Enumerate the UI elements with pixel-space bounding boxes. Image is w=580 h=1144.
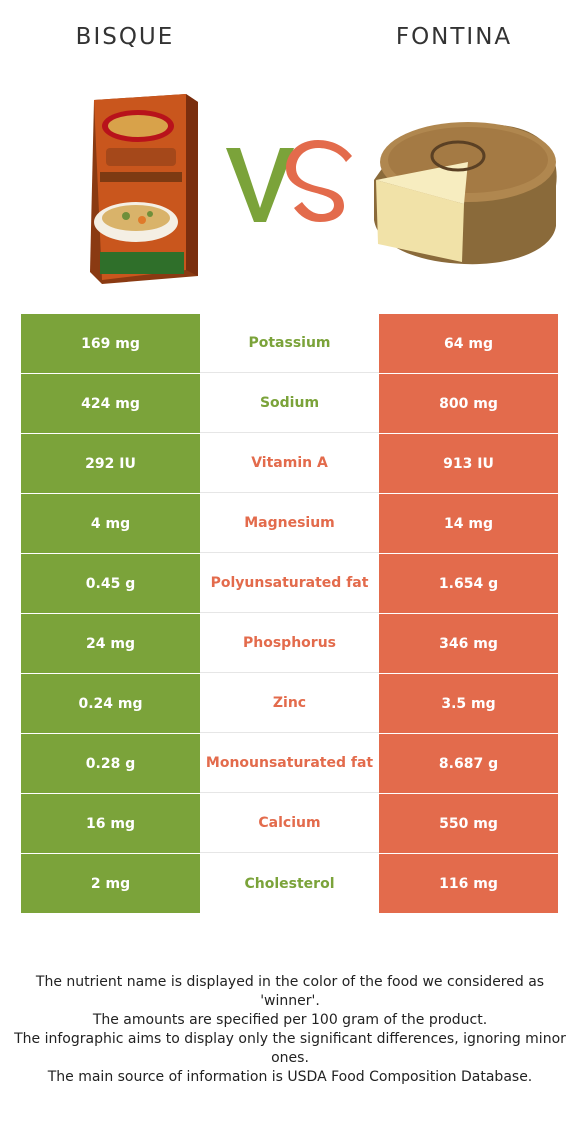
nutrient-name: Polyunsaturated fat	[200, 554, 379, 613]
table-row: 4 mg Magnesium 14 mg	[21, 494, 558, 554]
left-value: 2 mg	[21, 854, 200, 913]
left-value: 0.28 g	[21, 734, 200, 793]
table-row: 2 mg Cholesterol 116 mg	[21, 854, 558, 914]
footer-line: The main source of information is USDA F…	[47, 1069, 533, 1085]
versus-label	[226, 140, 352, 222]
nutrient-name: Cholesterol	[200, 854, 379, 913]
nutrient-name: Phosphorus	[200, 614, 379, 673]
left-value: 0.24 mg	[21, 674, 200, 733]
footer-line: The infographic aims to display only the…	[14, 1031, 566, 1066]
right-value: 550 mg	[379, 794, 558, 853]
right-value: 14 mg	[379, 494, 558, 553]
left-value: 4 mg	[21, 494, 200, 553]
right-value: 3.5 mg	[379, 674, 558, 733]
table-row: 0.28 g Monounsaturated fat 8.687 g	[21, 734, 558, 794]
right-value: 913 IU	[379, 434, 558, 493]
nutrient-name: Sodium	[200, 374, 379, 433]
table-row: 292 IU Vitamin A 913 IU	[21, 434, 558, 494]
nutrient-name: Monounsaturated fat	[200, 734, 379, 793]
left-value: 169 mg	[21, 314, 200, 373]
soup-box-image	[90, 94, 198, 284]
left-value: 0.45 g	[21, 554, 200, 613]
nutrient-name: Vitamin A	[200, 434, 379, 493]
right-value: 116 mg	[379, 854, 558, 913]
nutrient-name: Magnesium	[200, 494, 379, 553]
nutrient-name: Calcium	[200, 794, 379, 853]
table-row: 16 mg Calcium 550 mg	[21, 794, 558, 854]
right-food-title: FONTINA	[395, 24, 513, 50]
footer-line: The amounts are specified per 100 gram o…	[92, 1012, 488, 1028]
left-value: 424 mg	[21, 374, 200, 433]
table-row: 424 mg Sodium 800 mg	[21, 374, 558, 434]
nutrient-name: Potassium	[200, 314, 379, 373]
right-value: 1.654 g	[379, 554, 558, 613]
left-value: 24 mg	[21, 614, 200, 673]
cheese-wheel-image	[374, 122, 557, 265]
left-value: 16 mg	[21, 794, 200, 853]
left-value: 292 IU	[21, 434, 200, 493]
table-row: 24 mg Phosphorus 346 mg	[21, 614, 558, 674]
right-value: 64 mg	[379, 314, 558, 373]
footer-notes: The nutrient name is displayed in the co…	[14, 973, 566, 1087]
table-row: 0.24 mg Zinc 3.5 mg	[21, 674, 558, 734]
left-food-title: BISQUE	[75, 24, 175, 50]
right-value: 8.687 g	[379, 734, 558, 793]
right-value: 800 mg	[379, 374, 558, 433]
footer-line: The nutrient name is displayed in the co…	[35, 974, 545, 1009]
nutrient-name: Zinc	[200, 674, 379, 733]
right-value: 346 mg	[379, 614, 558, 673]
comparison-table: 169 mg Potassium 64 mg 424 mg Sodium 800 mg 29…	[21, 314, 558, 914]
table-row: 0.45 g Polyunsaturated fat 1.654 g	[21, 554, 558, 614]
table-row: 169 mg Potassium 64 mg	[21, 314, 558, 374]
